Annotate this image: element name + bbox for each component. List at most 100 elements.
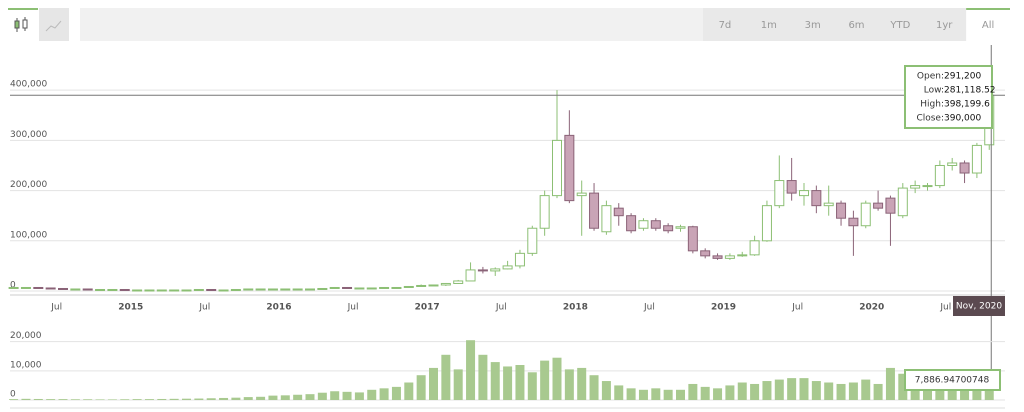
x-tick-label: Jul: [198, 303, 210, 313]
volume-bar: [280, 395, 290, 400]
volume-bar: [83, 399, 93, 400]
tooltip-value: 291,200: [944, 72, 981, 82]
x-tick-label: 2020: [859, 303, 884, 313]
candle-body: [675, 226, 686, 229]
volume-bar: [354, 392, 364, 400]
volume-bar: [256, 396, 266, 400]
x-tick-label: Jul: [347, 303, 359, 313]
volume-bar: [725, 385, 735, 400]
range-bar: [703, 8, 1010, 41]
y-tick-label: 0: [10, 390, 16, 400]
volume-bar: [589, 375, 599, 400]
candle-body: [58, 287, 68, 290]
candle-body: [799, 190, 809, 197]
volume-bar: [601, 381, 611, 400]
volume-bar: [688, 383, 698, 400]
candle-body: [811, 190, 822, 207]
volume-bar: [182, 398, 191, 400]
line-icon-button[interactable]: [39, 8, 69, 41]
candle-body: [329, 286, 340, 289]
candle-body: [700, 250, 711, 257]
range-button[interactable]: 6m: [848, 20, 864, 31]
tooltip-value: 398,199.6: [944, 100, 990, 110]
volume-bar: [490, 362, 500, 400]
volume-bar: [466, 340, 476, 400]
volume-bar: [885, 367, 895, 400]
candle-body: [8, 286, 19, 289]
line-icon: [45, 20, 62, 32]
range-button[interactable]: All: [982, 20, 994, 31]
y-tick-label: 0: [10, 281, 16, 291]
volume-bar: [787, 378, 797, 400]
tooltip-value: 281,118.52: [944, 86, 996, 96]
y-tick-label: 100,000: [10, 230, 47, 240]
candle-body: [305, 288, 315, 291]
candle-body: [490, 268, 501, 272]
volume-bar: [21, 398, 31, 400]
candle-body: [416, 284, 427, 287]
candle-body: [181, 289, 192, 292]
candle-body: [169, 289, 180, 292]
volume-bar: [614, 385, 624, 400]
y-tick-label: 20,000: [10, 331, 42, 341]
candle-body: [502, 265, 513, 270]
tooltip-value: 390,000: [944, 114, 981, 124]
volume-bar: [268, 395, 278, 400]
volume-bar: [194, 398, 204, 400]
volume-bar: [799, 378, 809, 400]
range-button[interactable]: 3m: [805, 20, 821, 31]
x-tick-label: Jul: [495, 303, 507, 313]
volume-bar: [95, 399, 105, 400]
candle-body: [527, 227, 538, 254]
volume-bar: [762, 381, 772, 400]
volume-bar: [132, 399, 142, 400]
volume-bar: [330, 391, 340, 400]
candle-body: [638, 220, 649, 229]
candle-body: [626, 215, 637, 232]
volume-bar: [367, 389, 377, 400]
candle-body: [280, 288, 291, 291]
range-button[interactable]: 1yr: [936, 20, 953, 31]
candle-body: [403, 285, 414, 288]
volume-bar: [305, 394, 315, 400]
candle-body: [391, 286, 402, 289]
candle-body: [156, 289, 167, 292]
candle-body: [737, 254, 748, 257]
volume-bar: [169, 398, 179, 400]
crosshair-label-bg: [953, 296, 1005, 316]
range-button-selected[interactable]: [966, 8, 1010, 41]
range-button[interactable]: YTD: [889, 20, 910, 31]
x-tick-label: Jul: [643, 303, 655, 313]
candle-body: [292, 288, 303, 291]
candle-body: [564, 134, 575, 202]
candle-body: [119, 288, 130, 291]
x-tick-label: 2015: [118, 303, 143, 313]
candle-body: [230, 288, 241, 291]
volume-bar: [429, 367, 438, 400]
volume-bar: [46, 399, 56, 400]
x-tick-label: 2019: [711, 303, 736, 313]
volume-bar: [527, 372, 537, 400]
volume-bar: [206, 398, 216, 400]
range-button[interactable]: 7d: [719, 20, 732, 31]
candle-body: [218, 289, 229, 292]
volume-bar: [293, 394, 303, 400]
volume-bar: [231, 397, 241, 400]
volume-bar: [478, 354, 488, 400]
candle-body: [687, 226, 698, 252]
volume-bar: [700, 386, 710, 400]
range-button[interactable]: 1m: [761, 20, 777, 31]
candle-body: [761, 205, 772, 242]
candle-body: [910, 185, 921, 189]
candle-body: [613, 207, 624, 217]
candle-body: [663, 225, 674, 232]
candle-body: [601, 205, 612, 233]
volume-bar: [391, 386, 401, 400]
volume-bar: [651, 388, 661, 400]
candle-body: [774, 180, 785, 207]
candle-body: [922, 185, 933, 188]
volume-bar: [848, 382, 858, 400]
candle-body: [823, 202, 834, 207]
x-tick-label: Jul: [791, 303, 803, 313]
volume-label-box: [904, 369, 1001, 391]
